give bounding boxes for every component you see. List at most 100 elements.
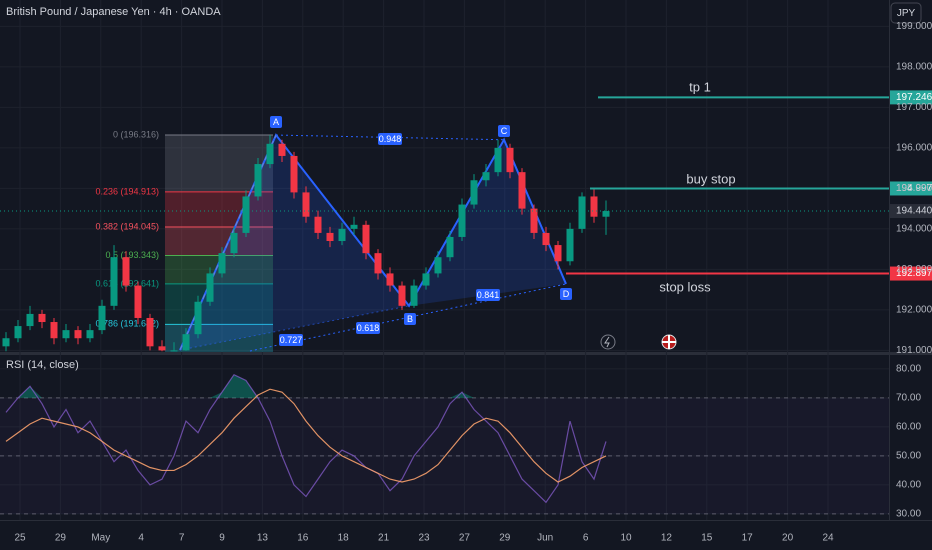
symbol-title: British Pound / Japanese Yen · 4h · OAND… — [6, 6, 221, 18]
level-name: buy stop — [686, 171, 735, 186]
price-tick-label: 195.000 — [896, 183, 932, 194]
date-label: Jun — [537, 533, 553, 544]
rsi-tick-label: 30.00 — [896, 509, 921, 520]
pattern-bcd — [409, 139, 566, 306]
candle-body — [278, 143, 286, 156]
currency-button[interactable] — [890, 2, 922, 24]
ratio-label-box — [378, 133, 402, 145]
candle-body — [422, 273, 430, 286]
fib-zone — [165, 191, 273, 228]
ratio-label: 0.727 — [280, 335, 303, 345]
candle-body — [350, 224, 358, 229]
candle-body — [494, 147, 502, 173]
candle-body — [110, 257, 118, 306]
candle-body — [566, 228, 574, 262]
candle-body — [122, 257, 130, 286]
date-label: 7 — [179, 533, 185, 544]
candle-body — [74, 330, 82, 339]
candle-body — [410, 285, 418, 306]
level-price: 197.246 — [896, 92, 932, 103]
candle-body — [290, 155, 298, 193]
date-label: 15 — [701, 533, 713, 544]
candle-body — [326, 232, 334, 242]
level-price: 192.897 — [896, 268, 932, 279]
rsi-tick-label: 70.00 — [896, 393, 921, 404]
pattern-xab — [180, 135, 409, 350]
price-tick-label: 192.000 — [896, 305, 932, 316]
price-tick-label: 197.000 — [896, 102, 932, 113]
point-label: D — [563, 289, 570, 299]
point-box — [270, 116, 282, 128]
level-tag — [890, 181, 932, 196]
rsi-values — [5, 373, 607, 504]
point-box — [498, 125, 510, 137]
price-tick-label: 198.000 — [896, 61, 932, 72]
date-label: 13 — [257, 533, 269, 544]
rsi-ma — [5, 388, 607, 483]
fib-zone — [165, 227, 273, 256]
currency-label[interactable]: JPY — [897, 8, 916, 19]
candle-body — [578, 196, 586, 229]
overlays: 194.440 tp 1 197.246 buy stop 194.997 stop lo… — [0, 79, 932, 294]
date-label: 29 — [499, 533, 511, 544]
point-label: A — [273, 117, 279, 127]
candle-body — [314, 216, 322, 233]
candle-body — [182, 334, 190, 351]
date-label: 23 — [418, 533, 430, 544]
candle-body — [362, 224, 370, 254]
flag-glyph — [662, 335, 676, 349]
candle-body — [62, 330, 70, 339]
candle-body — [434, 257, 442, 274]
candle-body — [590, 196, 598, 217]
harmonic-pattern: A B C D 0.948 0.618 0.841 0.727 — [179, 116, 572, 352]
candle-body — [266, 143, 274, 165]
current-price-label: 194.440 — [896, 206, 932, 217]
fib-label: 0.5 (193.343) — [105, 250, 159, 260]
candle-body — [482, 172, 490, 181]
candle-body — [302, 192, 310, 217]
candle-body — [158, 346, 166, 351]
level-name: tp 1 — [689, 79, 711, 94]
date-label: 4 — [138, 533, 144, 544]
date-label: 27 — [459, 533, 471, 544]
candle-body — [458, 204, 466, 237]
fib-zone — [165, 283, 273, 325]
level-tag — [890, 90, 932, 105]
ratio-label: 0.948 — [379, 134, 402, 144]
level-price: 194.997 — [896, 183, 932, 194]
date-label: 18 — [338, 533, 350, 544]
candle-body — [386, 273, 394, 286]
lightning-glyph — [604, 336, 610, 348]
date-label: 17 — [742, 533, 754, 544]
candle-body — [146, 317, 154, 347]
date-label: 16 — [297, 533, 309, 544]
fib-label: 0 (196.316) — [113, 129, 159, 139]
candle-body — [602, 211, 610, 217]
date-label: May — [91, 533, 110, 544]
ratio-label-box — [476, 289, 500, 301]
candle-body — [530, 208, 538, 233]
fib-label: 0.786 (191.642) — [95, 319, 159, 329]
candle-body — [374, 253, 382, 274]
current-price-tag — [890, 204, 932, 219]
date-label: 24 — [822, 533, 834, 544]
candle-body — [338, 228, 346, 242]
candle-body — [398, 285, 406, 306]
candle-body — [542, 232, 550, 246]
rsi-tick-label: 40.00 — [896, 480, 921, 491]
price-tick-label: 199.000 — [896, 21, 932, 32]
candle-body — [206, 273, 214, 302]
fib-label: 0.382 (194.045) — [95, 221, 159, 231]
point-label: C — [501, 126, 508, 136]
candle-body — [2, 338, 10, 347]
candle-body — [254, 164, 262, 197]
ratio-label-box — [279, 334, 303, 346]
pattern-xb — [179, 305, 410, 351]
rsi-tick-label: 50.00 — [896, 451, 921, 462]
date-label: 6 — [583, 533, 589, 544]
date-label: 9 — [219, 533, 225, 544]
lightning-icon[interactable] — [600, 334, 616, 350]
rsi-tick-label: 60.00 — [896, 422, 921, 433]
